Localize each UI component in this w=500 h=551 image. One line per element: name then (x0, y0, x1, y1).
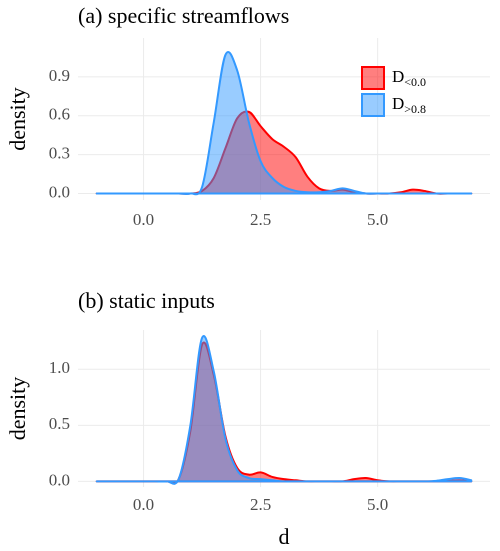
y-tick-label: 1.0 (49, 358, 70, 377)
panel: (b) static inputs density d 0.0 0.5 1.0 0.0 2.5… (5, 288, 490, 549)
y-tick-label: 0.6 (49, 105, 70, 124)
x-tick-label: 5.0 (367, 495, 388, 514)
legend-label: D<0.0 (392, 67, 426, 89)
legend-swatch (361, 66, 385, 90)
x-axis-title: d (279, 524, 290, 549)
x-tick-label: 0.0 (133, 495, 154, 514)
panel: (a) specific streamflows density 0.0 0.3 0.6… (5, 3, 490, 229)
chart-title: (b) static inputs (78, 288, 215, 313)
x-tick-label: 0.0 (133, 210, 154, 229)
x-tick-label: 2.5 (250, 210, 271, 229)
density-area (95, 341, 473, 485)
y-tick-label: 0.5 (49, 414, 70, 433)
y-tick-label: 0.0 (49, 470, 70, 489)
x-tick-label: 5.0 (367, 210, 388, 229)
density-area (95, 110, 473, 195)
chart-title: (a) specific streamflows (78, 3, 289, 28)
density-area (95, 335, 473, 485)
y-tick-label: 0.0 (49, 182, 70, 201)
y-axis-title: density (5, 87, 30, 151)
y-tick-label: 0.9 (49, 66, 70, 85)
x-tick-label: 2.5 (250, 495, 271, 514)
legend-label: D>0.8 (392, 94, 426, 116)
y-tick-label: 0.3 (49, 144, 70, 163)
y-axis-title: density (5, 377, 30, 441)
legend-swatch (361, 93, 385, 117)
density-area (95, 51, 473, 196)
